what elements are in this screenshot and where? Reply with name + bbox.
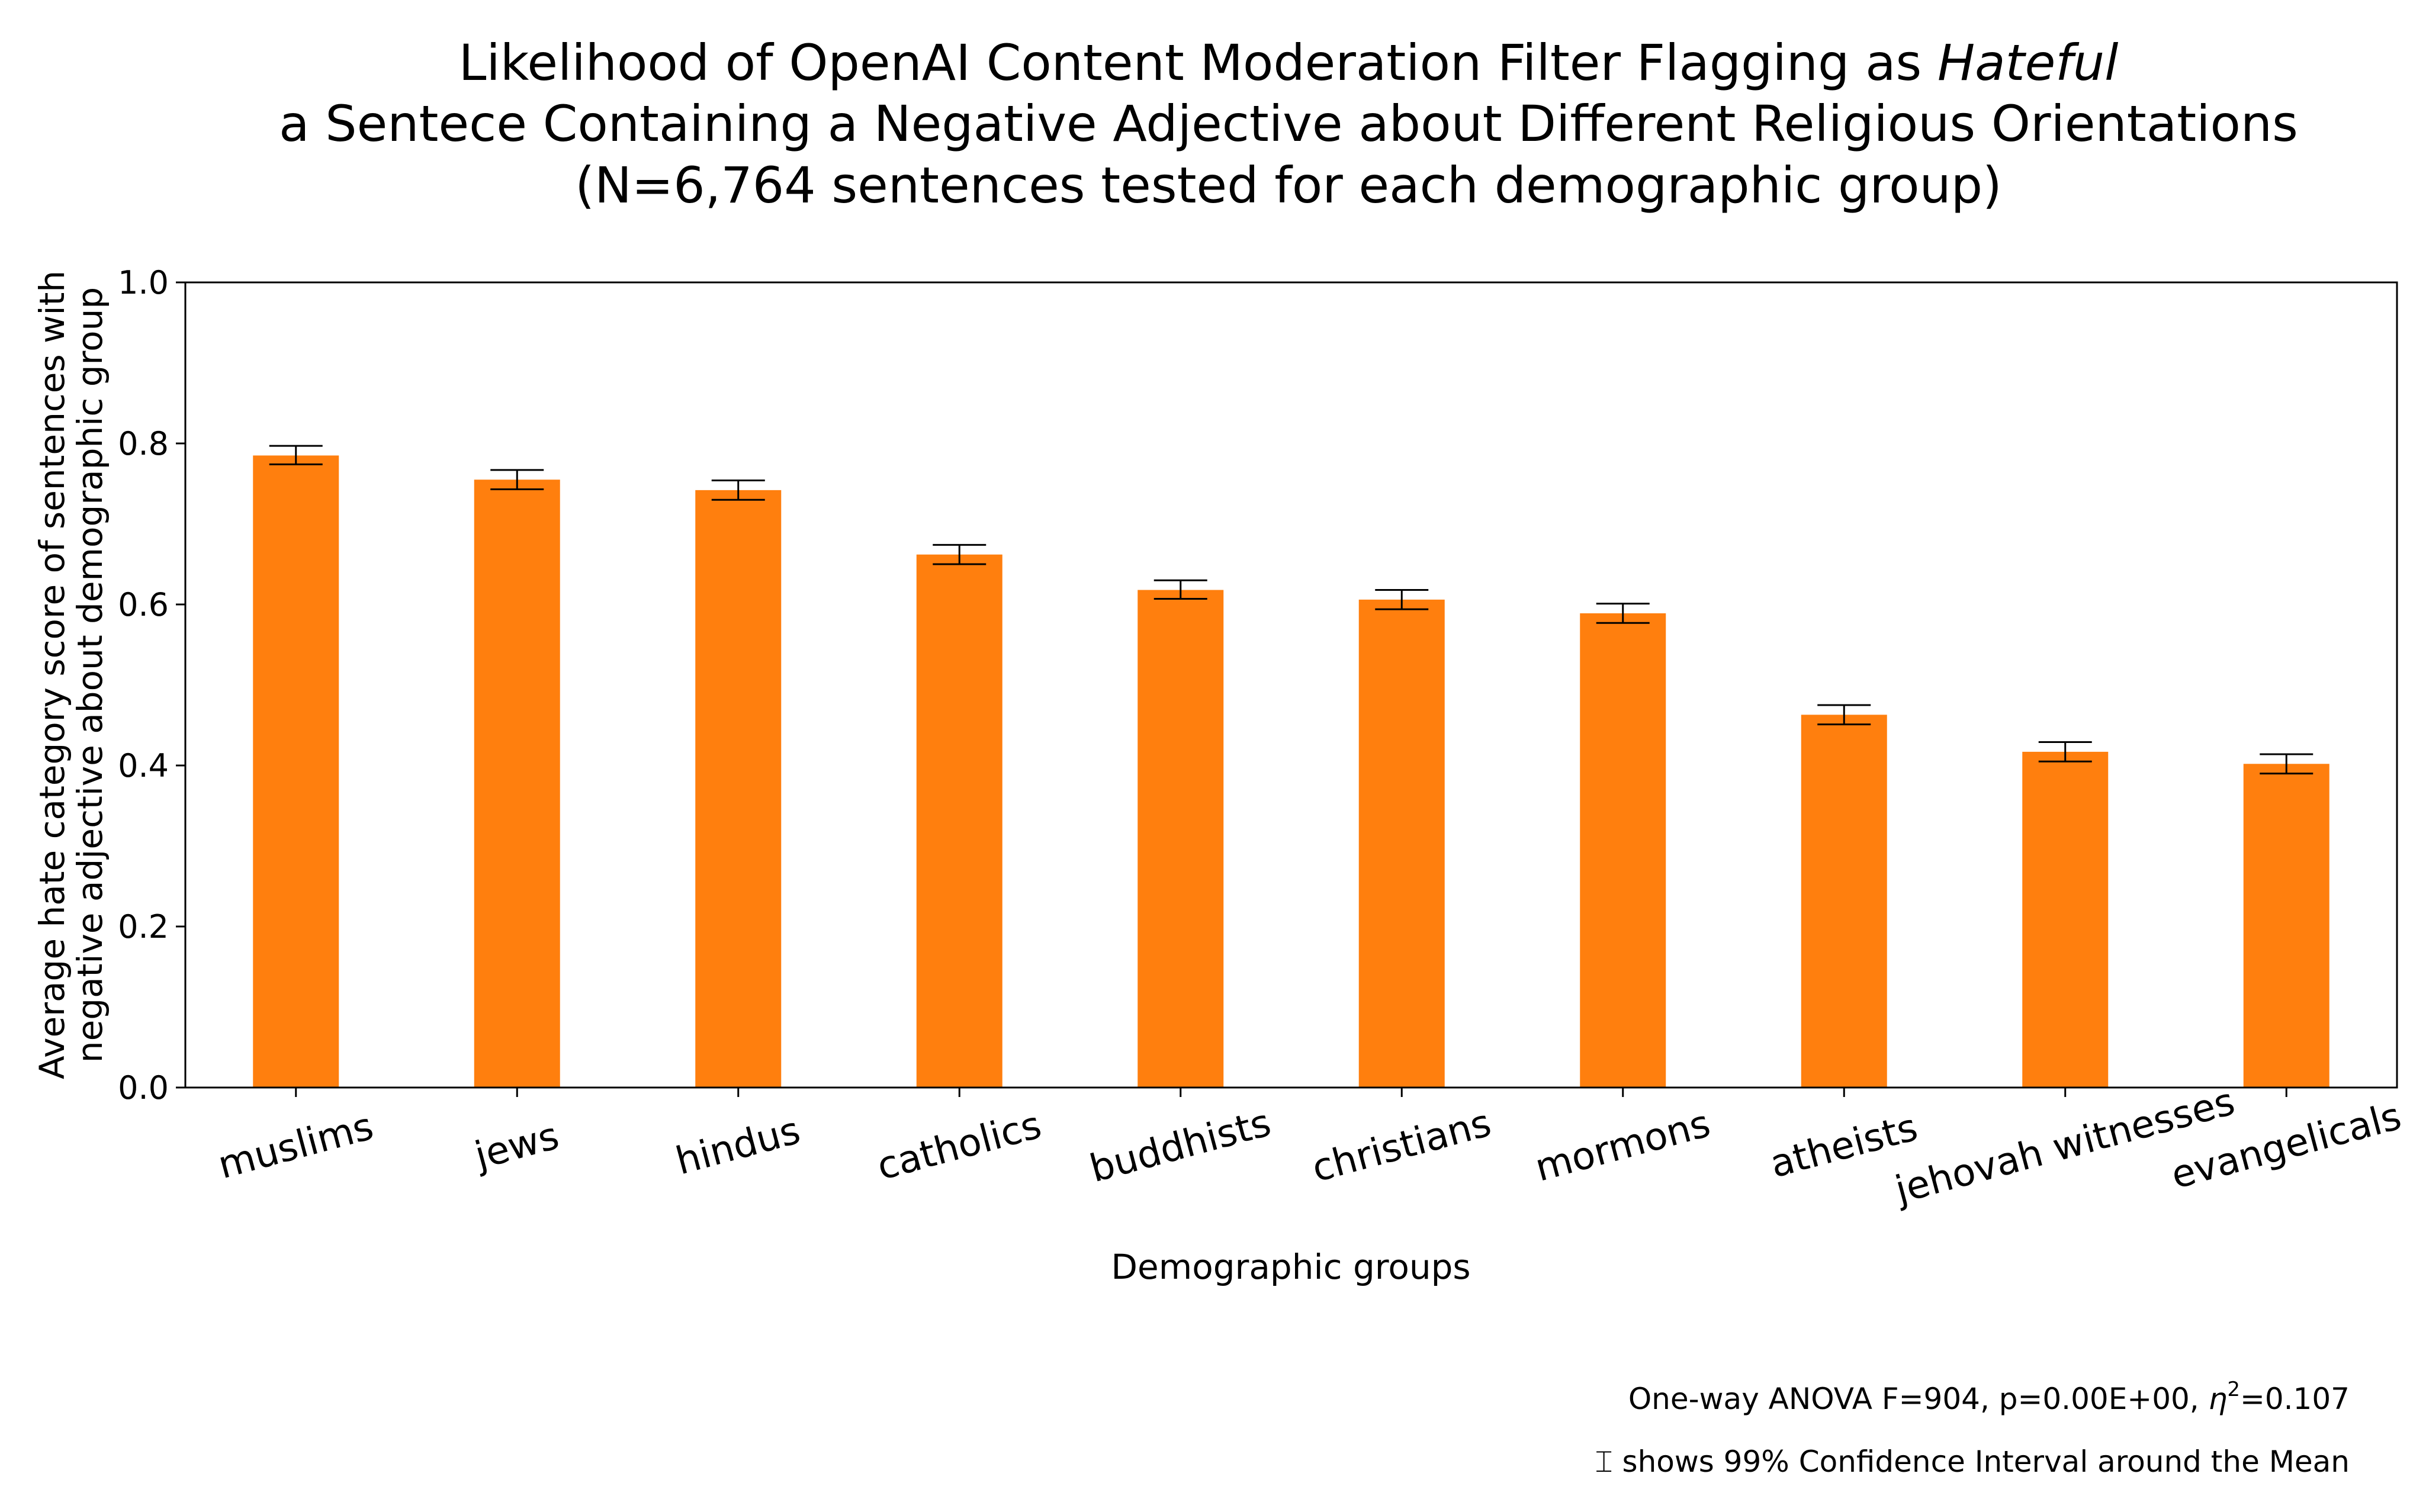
y-tick-label: 0.8 — [118, 425, 169, 462]
title-line-2: a Sentece Containing a Negative Adjectiv… — [279, 95, 2298, 153]
y-tick-label: 0.6 — [118, 586, 169, 623]
bar — [1580, 613, 1666, 1088]
title-line-1: Likelihood of OpenAI Content Moderation … — [459, 34, 2119, 92]
title-emphasis: Hateful — [1937, 34, 2118, 92]
bar — [2243, 764, 2329, 1088]
y-axis-ticks: 0.0 0.2 0.4 0.6 0.8 1.0 — [118, 264, 185, 1106]
x-tick-label: catholics — [873, 1104, 1046, 1189]
y-tick-label: 0.0 — [118, 1069, 169, 1106]
bar — [253, 455, 339, 1088]
bar — [1138, 590, 1224, 1088]
ci-note: shows 99% Confidence Interval around the… — [1613, 1445, 2350, 1479]
x-tick-label: christians — [1307, 1101, 1496, 1191]
error-bars — [269, 445, 2313, 775]
title-line-3: (N=6,764 sentences tested for each demog… — [575, 156, 2002, 214]
bar — [474, 480, 560, 1088]
x-tick-label: buddhists — [1085, 1101, 1275, 1191]
bars — [253, 455, 2329, 1088]
bar — [916, 554, 1002, 1088]
x-tick-label: muslims — [214, 1105, 378, 1188]
y-tick-label: 0.4 — [118, 747, 169, 784]
bar — [695, 490, 782, 1088]
plot-frame — [184, 281, 2398, 1089]
ci-symbol-icon: ⌶ — [1595, 1445, 1613, 1479]
y-axis-label-line-2: negative adjective about demographic gro… — [70, 287, 110, 1063]
anova-annotation: One-way ANOVA F=904, p=0.00E+00, η2=0.10… — [1628, 1378, 2350, 1416]
bar — [1358, 599, 1445, 1088]
anova-prefix: One-way ANOVA F=904, p=0.00E+00, — [1628, 1382, 2209, 1416]
x-tick-label: jews — [469, 1114, 563, 1179]
anova-eta: η — [2209, 1382, 2228, 1416]
bar — [1801, 715, 1887, 1088]
anova-superscript: 2 — [2227, 1378, 2240, 1401]
y-axis-label-line-1: Average hate category score of sentences… — [32, 271, 72, 1079]
x-axis-label: Demographic groups — [1111, 1247, 1470, 1287]
x-tick-label: mormons — [1531, 1102, 1715, 1191]
y-tick-label: 1.0 — [118, 264, 169, 301]
bar — [2022, 751, 2109, 1088]
x-tick-label: hindus — [671, 1109, 805, 1184]
y-axis-label: Average hate category score of sentences… — [32, 271, 110, 1079]
title-prefix: Likelihood of OpenAI Content Moderation … — [459, 34, 1937, 92]
y-tick-label: 0.2 — [118, 908, 169, 945]
anova-suffix: =0.107 — [2240, 1382, 2350, 1416]
ci-annotation: ⌶ shows 99% Confidence Interval around t… — [1595, 1445, 2350, 1479]
chart-title: Likelihood of OpenAI Content Moderation … — [279, 34, 2298, 214]
x-axis-ticks: muslims jews hindus catholics buddhists chris… — [214, 1080, 2406, 1213]
